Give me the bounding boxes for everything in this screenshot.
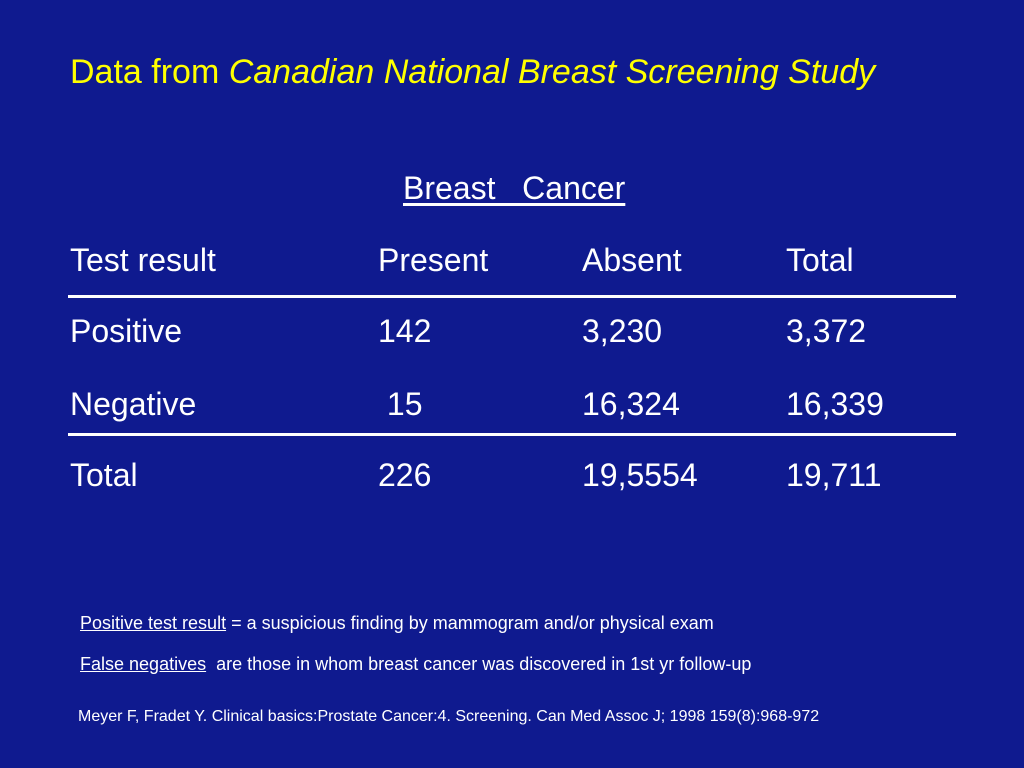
table-row: Negative 15 16,324 16,339 (70, 382, 955, 426)
column-header-present: Present (378, 242, 489, 278)
table-row-total: Total 226 19,5554 19,711 (70, 453, 955, 497)
cell-total: 16,339 (786, 386, 884, 422)
cell-total: 3,372 (786, 313, 867, 349)
definition-text: are those in whom breast cancer was disc… (206, 654, 752, 674)
definition-positive-test: Positive test result = a suspicious find… (70, 587, 714, 635)
definition-text: = a suspicious finding by mammogram and/… (226, 613, 714, 633)
cell-present: 142 (378, 313, 432, 349)
definition-false-negatives: False negatives are those in whom breast… (70, 628, 751, 676)
column-header-test-result: Test result (70, 242, 216, 278)
row-label: Positive (70, 313, 183, 349)
row-label: Negative (70, 386, 197, 422)
slide-title-study-name: Canadian National Breast Screening Study (228, 53, 876, 91)
column-header-absent: Absent (582, 242, 682, 278)
table-header-divider (68, 295, 956, 298)
column-header-total: Total (786, 242, 854, 278)
table-header-row: Test result Present Absent Total (70, 238, 955, 282)
cell-absent: 19,5554 (582, 457, 698, 493)
row-label: Total (70, 457, 138, 493)
cell-present: 226 (378, 457, 432, 493)
cell-absent: 16,324 (582, 386, 680, 422)
cell-absent: 3,230 (582, 313, 663, 349)
slide-title: Data from Canadian National Breast Scree… (70, 50, 950, 94)
table-totals-divider (68, 433, 956, 436)
cell-total: 19,711 (786, 457, 882, 493)
slide-title-plain: Data from (70, 53, 229, 91)
citation: Meyer F, Fradet Y. Clinical basics:Prost… (78, 708, 820, 725)
definition-term: Positive test result (80, 613, 227, 633)
table-row: Positive 142 3,230 3,372 (70, 309, 955, 353)
table-group-header: Breast Cancer (403, 170, 626, 206)
cell-present: 15 (378, 386, 423, 422)
definition-term: False negatives (80, 654, 207, 674)
